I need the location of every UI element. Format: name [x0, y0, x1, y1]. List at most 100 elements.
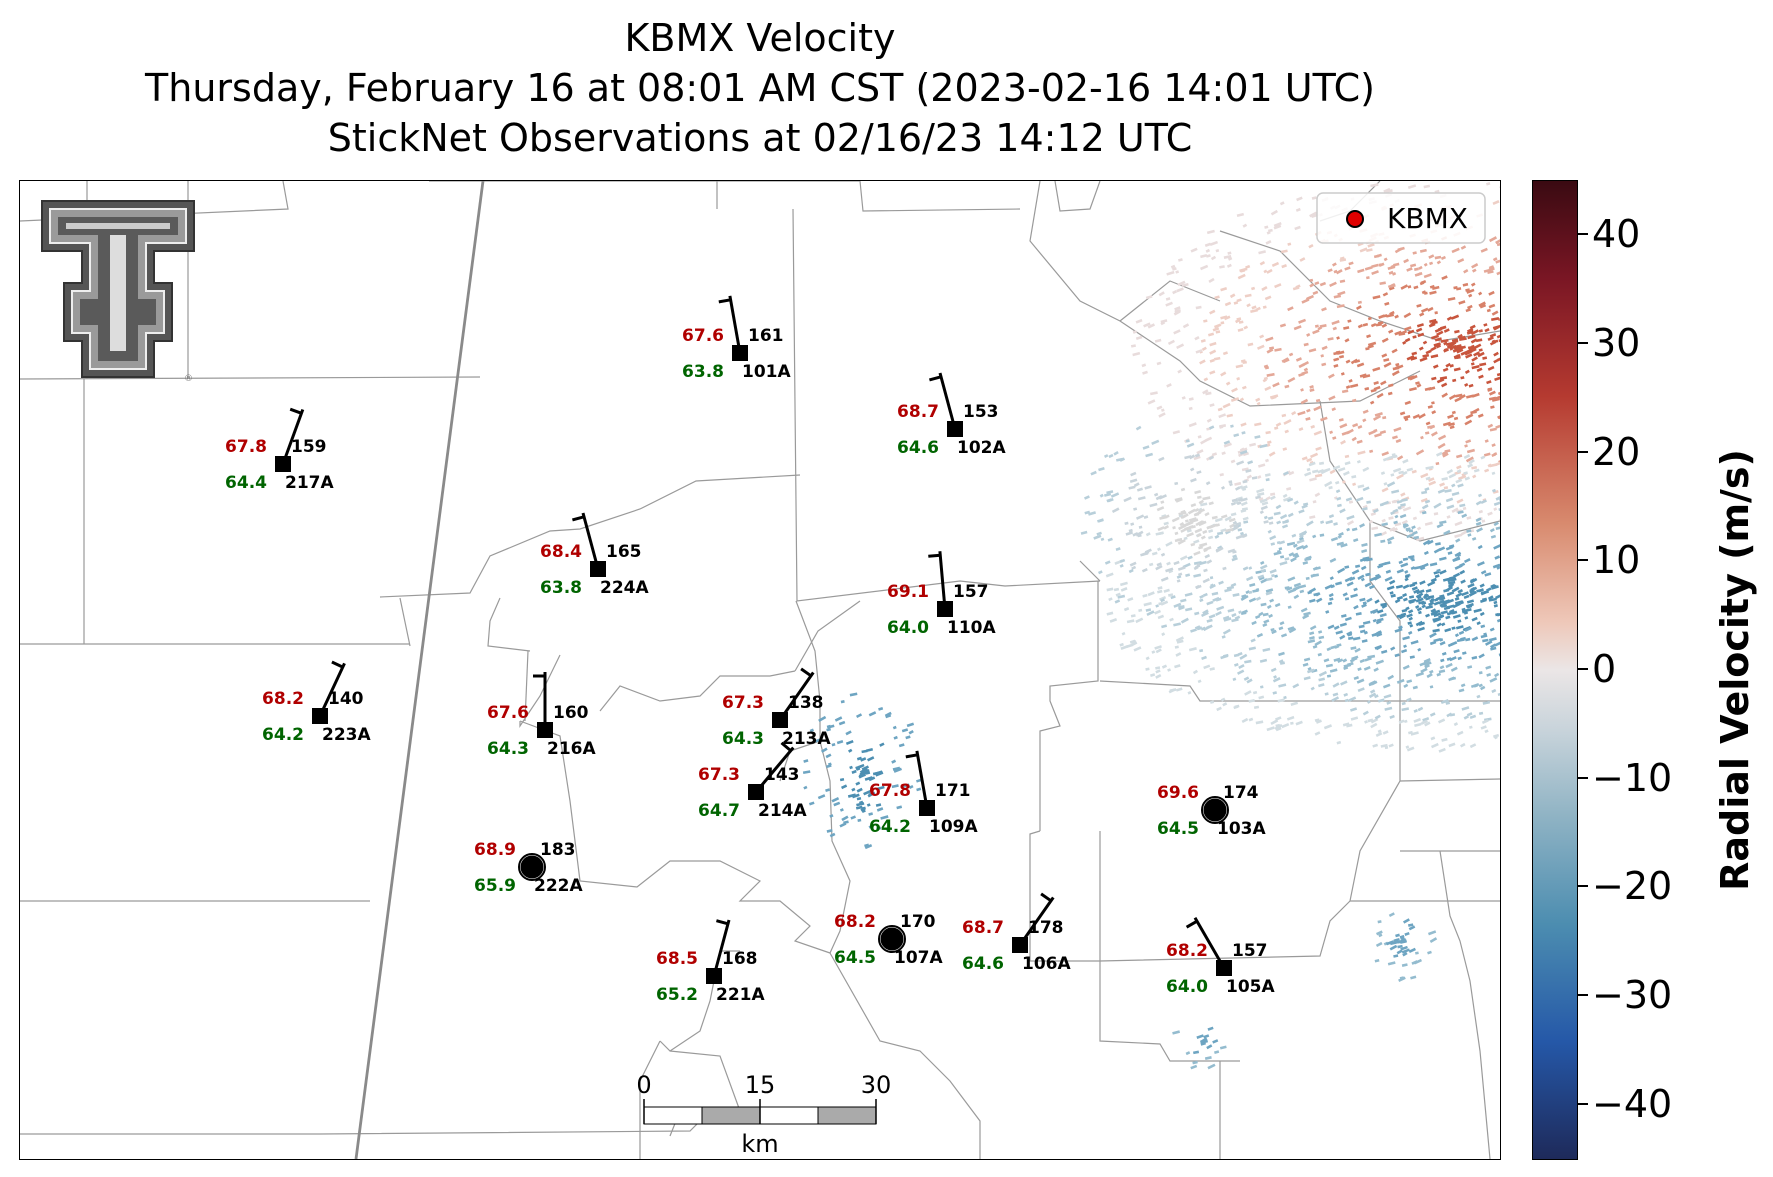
- radar-gate: [1308, 461, 1316, 467]
- radar-gate: [1264, 225, 1269, 229]
- radar-map[interactable]: ® KBMX 0 15 30 km 67.6 161 63.8 101A 68.7 153…: [19, 180, 1501, 1160]
- radar-gate: [1379, 281, 1386, 286]
- radar-gate: [1424, 487, 1430, 492]
- radar-gate: [1465, 413, 1474, 420]
- radar-gate: [1483, 323, 1488, 327]
- radar-gate: [1460, 376, 1465, 380]
- radar-gate: [1401, 963, 1408, 967]
- radar-gate: [1449, 425, 1455, 430]
- radar-gate: [1374, 532, 1382, 537]
- radar-gate: [1425, 349, 1432, 355]
- radar-gate: [1466, 604, 1473, 609]
- radar-gate: [1428, 254, 1435, 259]
- radar-gate: [1284, 557, 1290, 561]
- radar-gate: [861, 765, 870, 771]
- radar-gate: [1213, 356, 1221, 361]
- radar-gate: [1497, 691, 1500, 697]
- radar-gate: [1123, 496, 1132, 503]
- radar-gate: [1438, 599, 1445, 605]
- radar-gate: [1471, 655, 1478, 660]
- radar-gate: [1348, 379, 1353, 383]
- radar-gate: [1444, 627, 1452, 633]
- radar-gate: [1209, 370, 1216, 375]
- radar-gate: [1156, 506, 1165, 512]
- radar-gate: [1347, 319, 1352, 323]
- radar-gate: [1327, 373, 1335, 379]
- radar-gate: [1376, 632, 1383, 638]
- radar-gate: [867, 756, 875, 762]
- radar-gate: [1219, 1045, 1227, 1050]
- radar-gate: [1231, 387, 1238, 393]
- radar-gate: [1424, 499, 1431, 504]
- radar-gate: [1146, 610, 1155, 617]
- radar-gate: [1242, 360, 1247, 365]
- radar-gate: [1355, 612, 1362, 616]
- radar-gate: [1113, 451, 1119, 456]
- radar-gate: [1205, 391, 1212, 396]
- colorbar-tick-mark: [1578, 342, 1588, 344]
- wind-barb: [1193, 917, 1226, 969]
- radar-gate: [1332, 436, 1337, 440]
- radar-gate: [1264, 386, 1272, 391]
- radar-gate: [1125, 531, 1134, 536]
- radar-gate: [1295, 357, 1302, 362]
- radar-gate: [1209, 240, 1219, 246]
- radar-gate: [901, 728, 909, 733]
- radar-gate: [1216, 531, 1224, 536]
- radar-gate: [1282, 447, 1288, 451]
- radar-gate: [1340, 543, 1348, 548]
- radar-gate: [1401, 948, 1411, 954]
- radar-gate: [1192, 1050, 1200, 1055]
- radar-gate: [1473, 468, 1480, 473]
- radar-gate: [1274, 426, 1279, 430]
- radar-gate: [1357, 450, 1366, 456]
- radar-gate: [1494, 641, 1500, 647]
- colorbar-tick-mark: [1578, 776, 1588, 779]
- radar-gate: [1466, 327, 1474, 333]
- radar-gate: [1393, 954, 1399, 958]
- radar-gate: [1495, 496, 1500, 501]
- radar-gate: [1498, 497, 1500, 502]
- radar-gate: [1200, 535, 1206, 540]
- radar-gate: [1493, 500, 1500, 506]
- radar-gate: [1260, 560, 1265, 565]
- radar-gate: [1149, 502, 1158, 508]
- texas-tech-logo: ®: [41, 200, 195, 384]
- radar-gate: [1264, 295, 1272, 301]
- radar-gate: [1193, 512, 1200, 517]
- radar-gate: [1306, 467, 1311, 472]
- radar-gate: [1310, 452, 1319, 459]
- radar-gate: [1215, 597, 1222, 602]
- radar-gate: [1449, 656, 1457, 662]
- radar-gate: [1475, 517, 1482, 522]
- radar-gate: [1452, 614, 1461, 619]
- radar-gate: [1248, 699, 1255, 703]
- radar-gate: [1234, 704, 1240, 709]
- radar-gate: [1228, 517, 1236, 523]
- radar-gate: [863, 789, 872, 796]
- radar-gate: [1409, 583, 1416, 588]
- radar-gate: [1305, 417, 1311, 421]
- radar-gate: [1457, 656, 1462, 661]
- radar-gate: [1354, 359, 1361, 364]
- radar-gate: [1398, 719, 1405, 724]
- radar-gate: [1442, 452, 1449, 458]
- radar-gate: [1400, 945, 1408, 951]
- radar-gate: [803, 785, 808, 790]
